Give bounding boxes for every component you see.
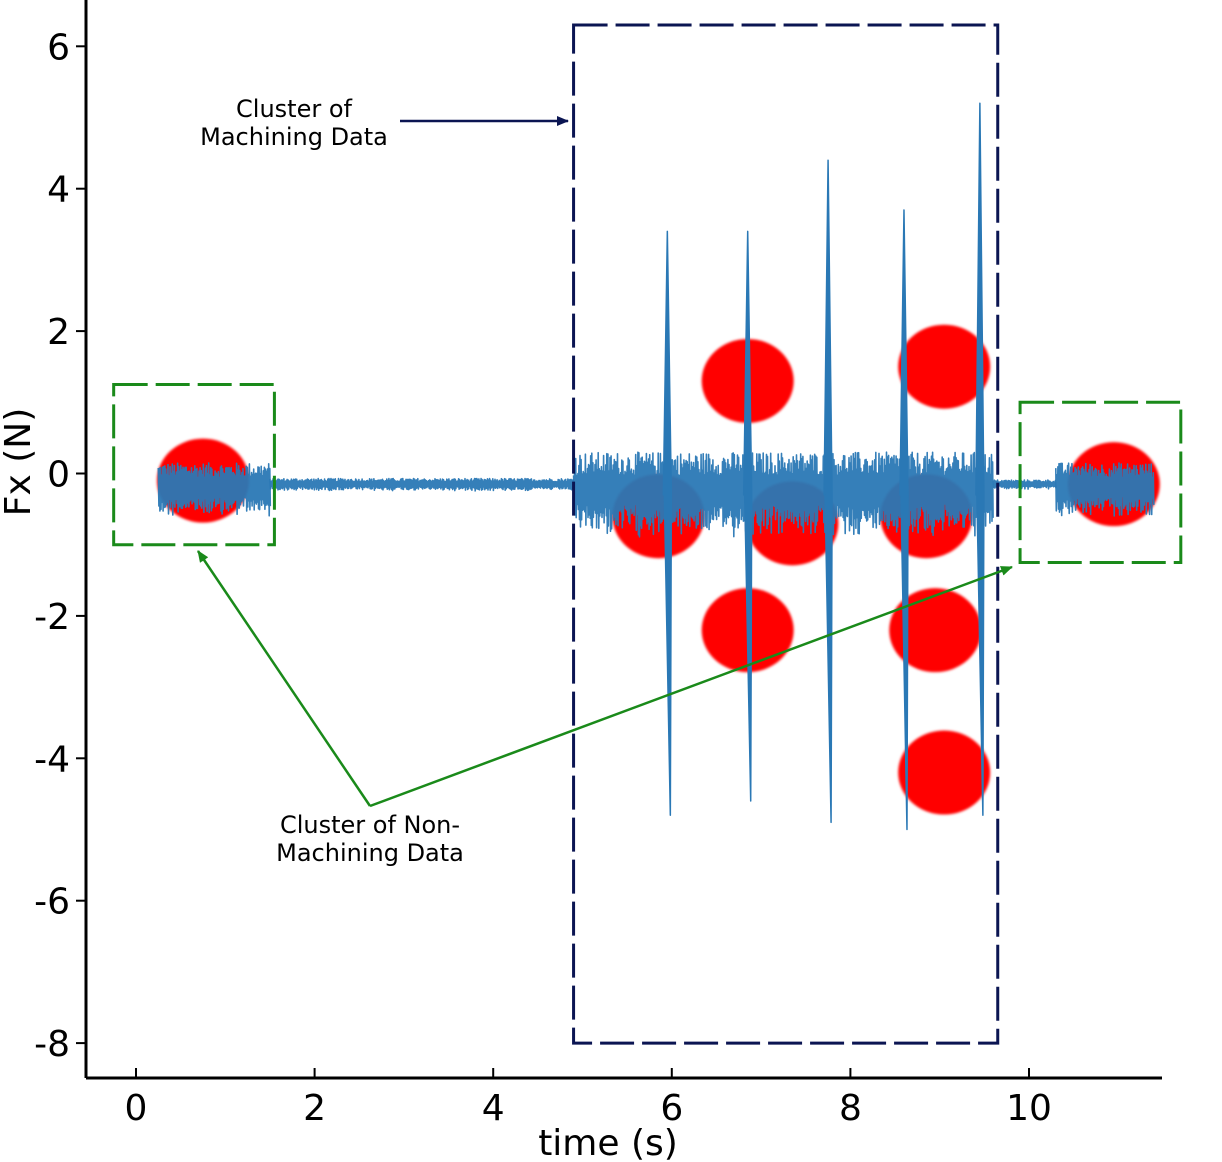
cluster-center-point — [898, 730, 991, 815]
signal-segment — [269, 477, 575, 492]
machining-annotation-line-1: Cluster of — [236, 95, 352, 123]
cluster-regions — [112, 23, 1183, 1045]
y-tick-label: 2 — [47, 312, 70, 353]
y-tick-label: 0 — [47, 455, 70, 496]
y-tick-label: -6 — [34, 882, 70, 923]
y-ticks: 6 4 2 0 -2 -4 -6 -8 — [34, 27, 86, 1065]
machining-annotation-line-2: Machining Data — [200, 123, 388, 151]
non-machining-arrow-right — [369, 565, 1013, 808]
x-tick-label: 8 — [839, 1088, 862, 1129]
machining-annotation: Cluster of Machining Data — [200, 95, 569, 151]
y-tick-label: -8 — [34, 1024, 70, 1065]
signal-segment — [572, 451, 994, 538]
x-tick-label: 4 — [482, 1088, 505, 1129]
signal-spike — [662, 230, 673, 817]
x-tick-label: 2 — [303, 1088, 326, 1129]
y-tick-label: 4 — [47, 170, 70, 211]
cluster-center-point — [898, 324, 991, 409]
x-tick-label: 0 — [125, 1088, 148, 1129]
x-tick-label: 6 — [660, 1088, 683, 1129]
y-axis-title: Fx (N) — [0, 408, 39, 516]
signal-spike — [975, 102, 985, 817]
region-box-non-machining-right — [1018, 400, 1183, 564]
x-ticks: 0 2 4 6 8 10 — [125, 1068, 1052, 1129]
region-box-non-machining-left — [112, 383, 276, 547]
y-tick-label: -4 — [34, 739, 70, 780]
cluster-center-point — [889, 588, 982, 673]
signal-spike — [899, 209, 909, 831]
y-tick-label: -2 — [34, 597, 70, 638]
x-axis-title: time (s) — [538, 1123, 678, 1162]
signal-segment — [157, 462, 272, 517]
signal-spike — [823, 159, 833, 824]
signal-segment — [1055, 462, 1155, 517]
fx-series — [157, 102, 1155, 831]
region-box-machining — [572, 23, 1000, 1045]
signal-segment — [992, 479, 1057, 490]
non-machining-arrow-left — [196, 550, 372, 807]
cluster-centers — [156, 324, 1160, 815]
non-machining-annotation: Cluster of Non- Machining Data — [196, 550, 1013, 867]
non-machining-annotation-line-1: Cluster of Non- — [280, 811, 460, 839]
y-tick-label: 6 — [47, 27, 70, 68]
x-tick-label: 10 — [1006, 1088, 1052, 1129]
signal-spike — [742, 230, 753, 802]
non-machining-annotation-line-2: Machining Data — [276, 839, 464, 867]
